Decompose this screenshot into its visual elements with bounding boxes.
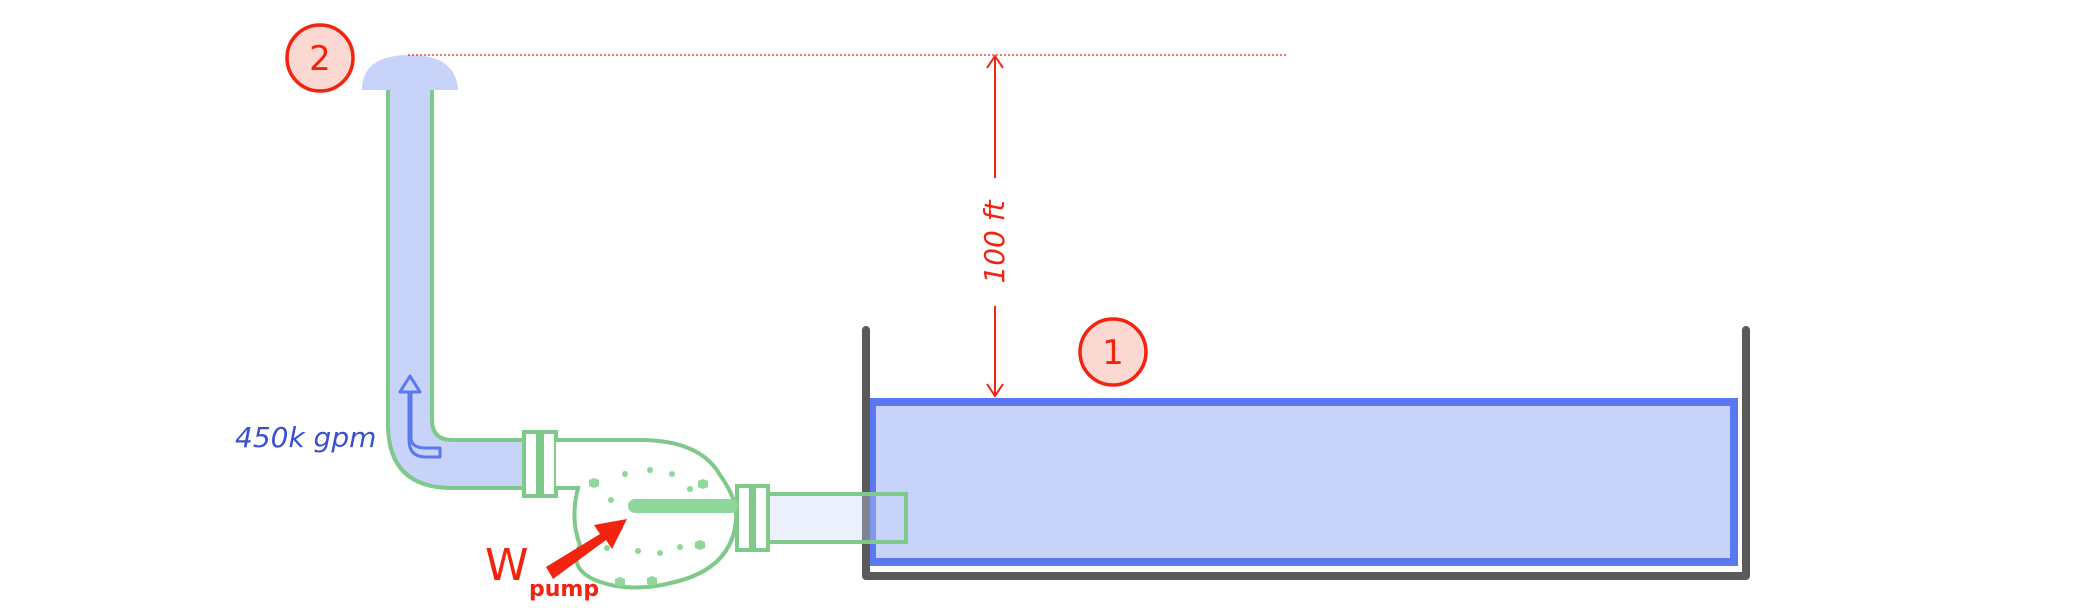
outlet-flange-2 — [540, 430, 558, 498]
flow-direction-arrow-icon — [398, 374, 442, 459]
height-dimension: 100 ft — [978, 54, 1011, 398]
pump-work-symbol: W — [485, 540, 529, 591]
pump-casing — [556, 438, 739, 590]
pump-work-annotation: W pump — [485, 519, 627, 602]
inlet-flange-1 — [735, 484, 753, 552]
inlet-flange-2 — [752, 484, 770, 552]
outlet-flange-1 — [522, 430, 540, 498]
point-1-label: 1 — [1102, 333, 1124, 373]
point-1-marker: 1 — [1078, 317, 1148, 387]
inlet-pipe — [730, 484, 908, 552]
reservoir-tank — [862, 326, 1750, 580]
reservoir-water — [868, 398, 1738, 566]
pump-work-subscript: pump — [529, 577, 599, 602]
flow-rate-label: 450k gpm — [235, 421, 376, 454]
riser-pipe-fill — [388, 75, 545, 488]
pump-work-arrow-icon — [546, 519, 627, 579]
point-2-marker: 2 — [285, 23, 355, 93]
riser-pipe-outline — [386, 72, 545, 490]
discharge-nozzle — [362, 55, 458, 90]
riser-pipe — [362, 55, 558, 498]
point-2-label: 2 — [309, 39, 331, 79]
tank-walls — [862, 326, 1750, 580]
impeller-vane — [628, 499, 738, 513]
centrifugal-pump — [556, 438, 739, 590]
height-label: 100 ft — [978, 199, 1011, 283]
